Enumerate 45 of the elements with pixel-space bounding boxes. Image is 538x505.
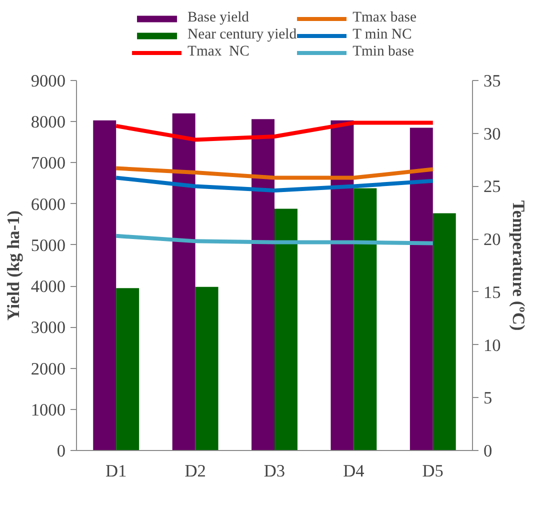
y2-tick-label: 35 bbox=[484, 72, 501, 90]
y-tick-label: 7000 bbox=[30, 154, 66, 173]
x-tick-label: D1 bbox=[106, 462, 127, 480]
bar bbox=[93, 120, 116, 450]
legend-label: Tmax base bbox=[352, 10, 416, 26]
legend-label: T min NC bbox=[352, 26, 412, 44]
y-tick-label: 4000 bbox=[30, 277, 66, 296]
bar bbox=[172, 113, 196, 450]
bar bbox=[330, 120, 354, 450]
bar bbox=[252, 119, 274, 450]
x-tick-label: D3 bbox=[264, 462, 286, 480]
line-series bbox=[114, 166, 435, 180]
bar bbox=[116, 288, 140, 450]
y2-tick-label: 5 bbox=[484, 388, 492, 408]
y-tick-label: 5000 bbox=[30, 236, 66, 255]
y2-tick-label: 20 bbox=[484, 230, 501, 250]
x-tick-label: D4 bbox=[343, 462, 365, 480]
y-tick-label: 9000 bbox=[30, 72, 66, 90]
y-axis-title: Yield (kg ha-1) bbox=[4, 210, 23, 321]
bar bbox=[354, 188, 377, 450]
legend-label: Tmin base bbox=[352, 44, 414, 60]
bar bbox=[410, 128, 433, 450]
line-series bbox=[114, 176, 435, 192]
bar bbox=[432, 213, 456, 450]
y-tick-label: 2000 bbox=[30, 359, 66, 378]
y2-tick-label: 30 bbox=[484, 124, 501, 144]
y2-tick-label: 25 bbox=[484, 177, 501, 196]
line-series bbox=[114, 234, 435, 246]
y-tick-label: 0 bbox=[56, 442, 66, 460]
y2-tick-label: 10 bbox=[484, 336, 501, 355]
x-tick-label: D2 bbox=[184, 462, 206, 480]
y2-axis-title: Temperature (ºC) bbox=[508, 200, 528, 331]
y2-tick-label: 15 bbox=[484, 282, 501, 302]
bar bbox=[195, 286, 218, 450]
bar bbox=[274, 208, 298, 450]
y-tick-label: 3000 bbox=[30, 318, 66, 338]
legend-label: Base yield bbox=[188, 10, 249, 26]
y-tick-label: 1000 bbox=[30, 400, 66, 420]
x-tick-label: D5 bbox=[422, 462, 444, 480]
legend-label: Tmax NC bbox=[188, 44, 250, 60]
y-tick-label: 8000 bbox=[30, 112, 66, 132]
legend-label: Near century yield bbox=[188, 26, 297, 44]
y2-tick-label: 0 bbox=[484, 442, 492, 460]
line-series bbox=[114, 120, 435, 142]
y-tick-label: 6000 bbox=[30, 194, 66, 214]
